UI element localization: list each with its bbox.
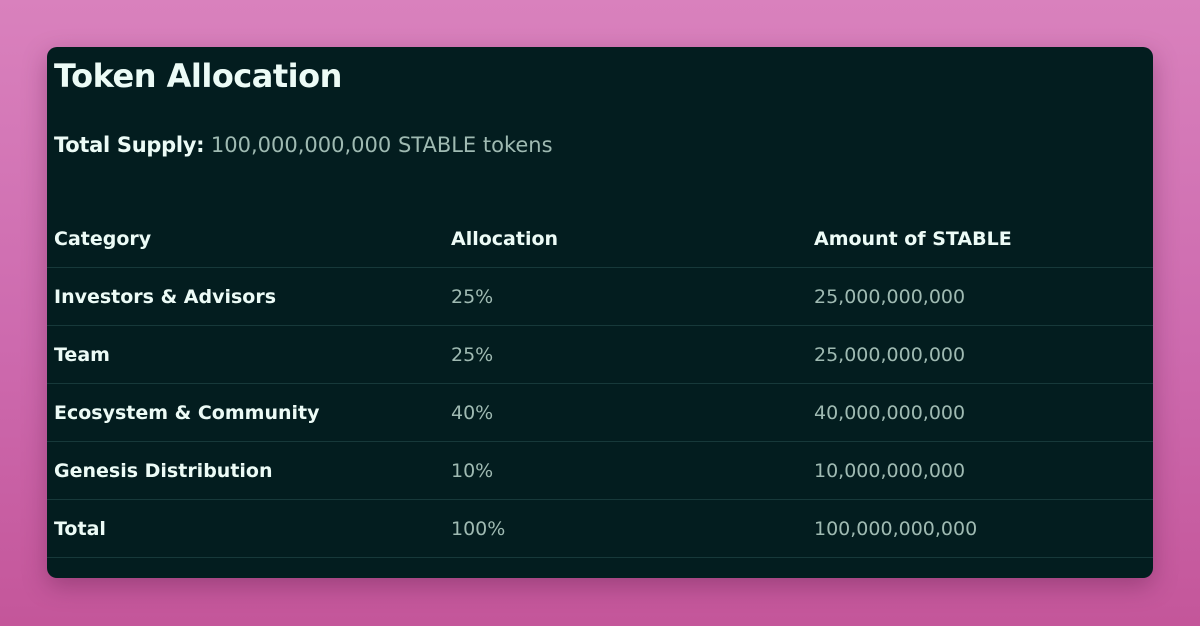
cell-category: Total bbox=[47, 499, 444, 558]
header-allocation: Allocation bbox=[444, 210, 807, 268]
table-row: Ecosystem & Community 40% 40,000,000,000 bbox=[47, 383, 1153, 442]
header-amount: Amount of STABLE bbox=[807, 210, 1153, 268]
cell-category: Genesis Distribution bbox=[47, 441, 444, 500]
cell-amount: 10,000,000,000 bbox=[807, 441, 1153, 500]
page-title: Token Allocation bbox=[54, 57, 342, 95]
cell-allocation: 100% bbox=[444, 499, 807, 558]
total-supply-value: 100,000,000,000 STABLE tokens bbox=[210, 133, 553, 157]
cell-allocation: 40% bbox=[444, 383, 807, 442]
total-supply-label: Total Supply: bbox=[54, 133, 205, 157]
cell-amount: 25,000,000,000 bbox=[807, 267, 1153, 326]
allocation-table: Category Allocation Amount of STABLE Inv… bbox=[47, 210, 1153, 558]
cell-category: Ecosystem & Community bbox=[47, 383, 444, 442]
cell-category: Investors & Advisors bbox=[47, 267, 444, 326]
cell-allocation: 25% bbox=[444, 267, 807, 326]
table-row: Investors & Advisors 25% 25,000,000,000 bbox=[47, 267, 1153, 326]
table-row: Genesis Distribution 10% 10,000,000,000 bbox=[47, 441, 1153, 500]
total-supply: Total Supply: 100,000,000,000 STABLE tok… bbox=[54, 133, 553, 157]
table-row: Team 25% 25,000,000,000 bbox=[47, 325, 1153, 384]
table-header-row: Category Allocation Amount of STABLE bbox=[47, 210, 1153, 268]
table-row: Total 100% 100,000,000,000 bbox=[47, 499, 1153, 558]
cell-allocation: 10% bbox=[444, 441, 807, 500]
cell-amount: 25,000,000,000 bbox=[807, 325, 1153, 384]
header-category: Category bbox=[47, 210, 444, 268]
token-allocation-card: Token Allocation Total Supply: 100,000,0… bbox=[47, 47, 1153, 578]
cell-amount: 40,000,000,000 bbox=[807, 383, 1153, 442]
cell-allocation: 25% bbox=[444, 325, 807, 384]
cell-category: Team bbox=[47, 325, 444, 384]
cell-amount: 100,000,000,000 bbox=[807, 499, 1153, 558]
